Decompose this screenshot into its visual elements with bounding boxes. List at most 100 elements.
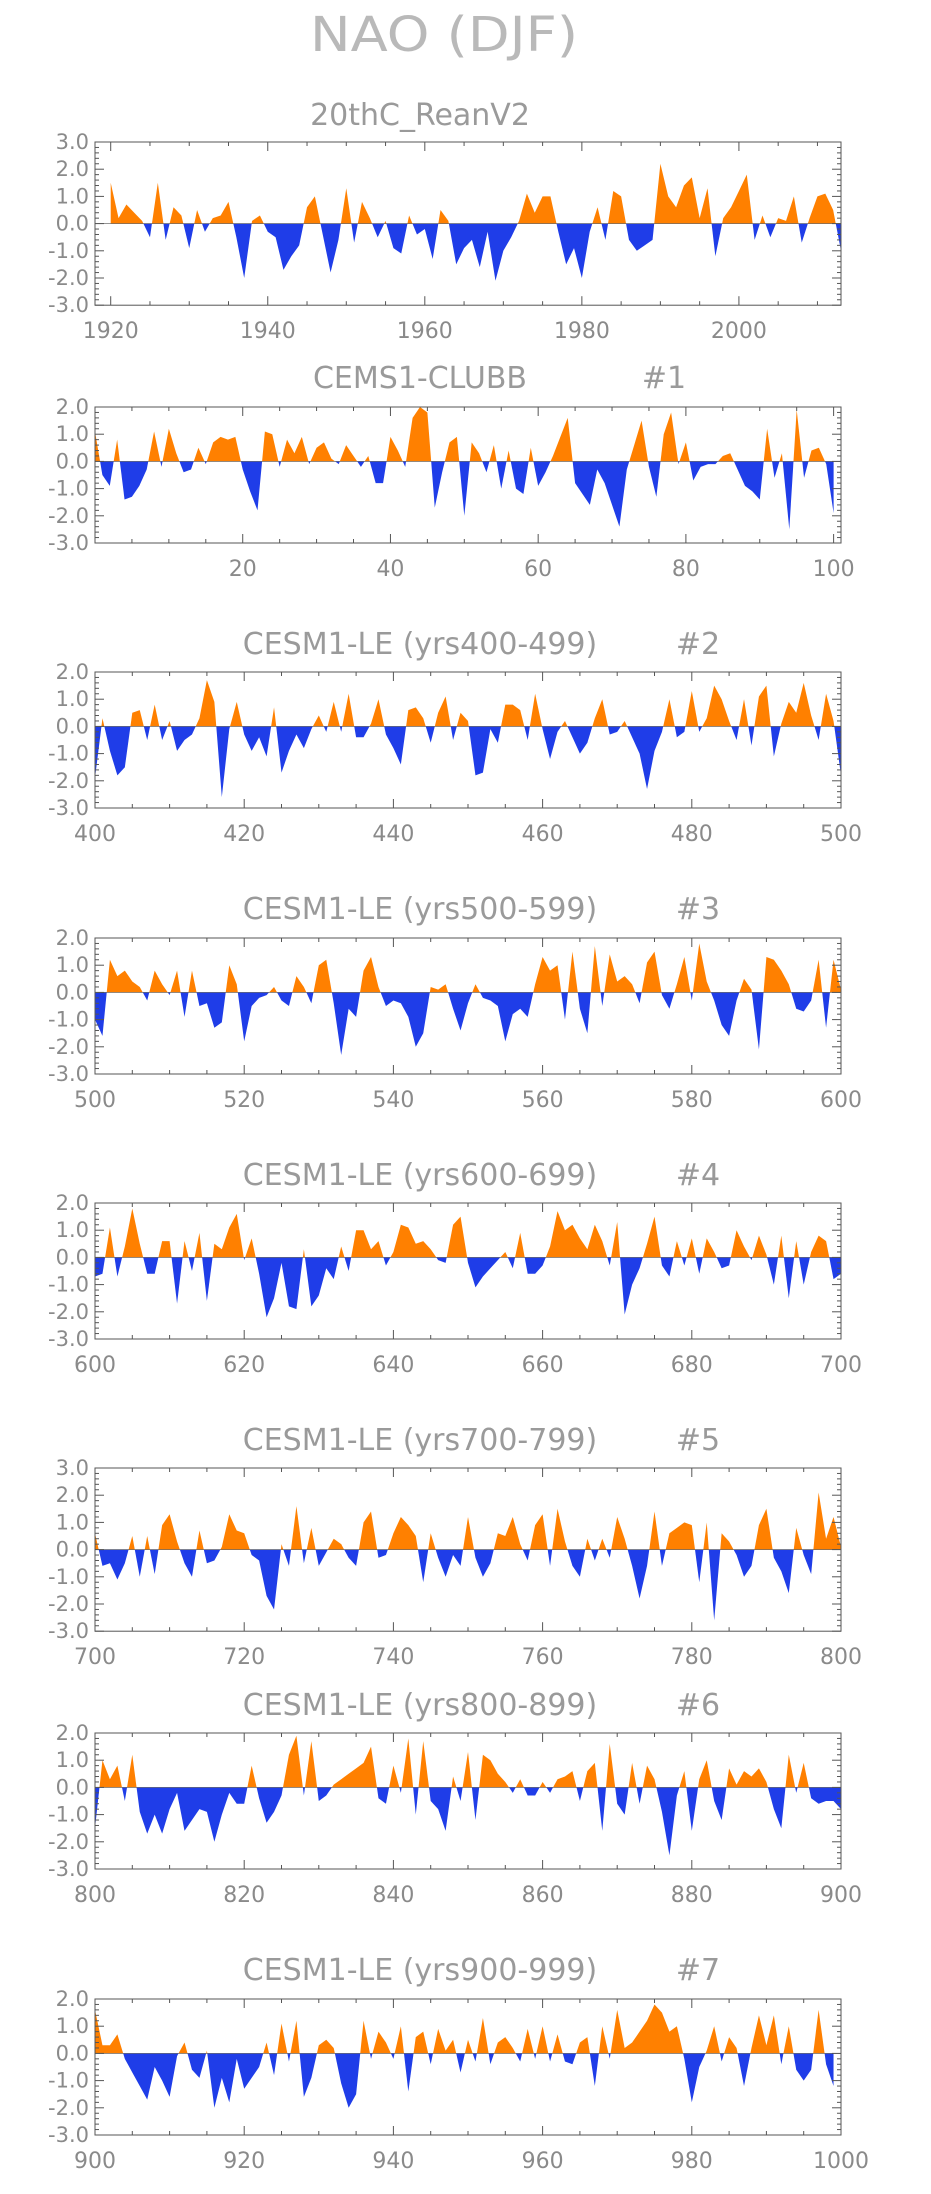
y-tick-label: 0.0 [56, 449, 89, 473]
x-tick-label: 600 [74, 1353, 116, 1378]
positive-area [369, 699, 385, 727]
negative-area [533, 2053, 537, 2059]
negative-area [795, 1787, 798, 1793]
negative-area [802, 461, 809, 478]
negative-area [180, 992, 189, 1017]
negative-area [412, 223, 439, 259]
x-tick-label: 100 [813, 557, 855, 582]
negative-area [608, 726, 621, 735]
negative-area [249, 1549, 281, 1610]
negative-area [256, 1787, 283, 1823]
positive-area [606, 1743, 616, 1788]
negative-area [143, 1257, 159, 1274]
negative-area [733, 461, 764, 500]
negative-area [413, 1787, 419, 1815]
negative-area [752, 223, 760, 240]
negative-area [425, 726, 435, 743]
negative-area [716, 1257, 731, 1269]
positive-area [752, 1235, 768, 1258]
positive-area [387, 1516, 418, 1550]
y-tick-label: -1.0 [48, 1803, 89, 1827]
y-tick-label: -1.0 [48, 477, 89, 501]
y-tick-label: 1.0 [56, 953, 89, 977]
positive-area [209, 201, 234, 224]
positive-area [149, 970, 168, 993]
negative-area [660, 1257, 674, 1277]
positive-area [785, 1754, 796, 1788]
positive-area [462, 1752, 472, 1788]
positive-area [277, 2023, 288, 2054]
negative-area [600, 992, 605, 1006]
ensemble-label: #1 [642, 361, 686, 396]
y-tick-label: 1.0 [56, 687, 89, 711]
negative-area [783, 1257, 795, 1299]
positive-area [106, 959, 143, 993]
negative-area [179, 1549, 197, 1577]
negative-area [572, 461, 630, 527]
positive-area [394, 2026, 404, 2054]
negative-area [698, 726, 703, 732]
series-fill [95, 1492, 841, 1621]
negative-area [263, 223, 304, 270]
negative-area [648, 461, 661, 497]
y-tick-label: 1.0 [56, 184, 89, 208]
negative-area [472, 2053, 477, 2062]
negative-area [808, 1787, 841, 1810]
x-tick-label: 40 [376, 557, 404, 582]
positive-area [506, 450, 511, 462]
negative-area [95, 1787, 100, 1829]
positive-area [282, 1735, 303, 1788]
negative-area [384, 726, 407, 765]
negative-area [315, 1549, 328, 1566]
negative-area [799, 1257, 810, 1285]
negative-area [143, 726, 151, 740]
x-tick-label: 420 [223, 822, 265, 847]
negative-area [467, 1257, 501, 1288]
positive-area [642, 1216, 661, 1258]
positive-area [206, 2050, 208, 2054]
negative-area [751, 992, 764, 1050]
y-tick-label: -3.0 [48, 1327, 89, 1351]
series-fill [95, 680, 841, 798]
x-tick-label: 820 [223, 1883, 265, 1908]
x-tick-label: 680 [671, 1353, 713, 1378]
positive-area [726, 1768, 768, 1788]
positive-area [178, 2042, 188, 2054]
positive-area [144, 1536, 150, 1550]
y-tick-label: -2.0 [48, 266, 89, 290]
positive-area [529, 693, 543, 727]
negative-area [591, 1549, 599, 1561]
positive-area [247, 1765, 257, 1788]
y-tick-label: -3.0 [48, 1062, 89, 1086]
negative-area [488, 2053, 495, 2065]
negative-area [196, 992, 226, 1028]
negative-area [119, 461, 149, 500]
positive-area [476, 2018, 489, 2054]
positive-area [169, 207, 184, 224]
positive-area [754, 1508, 773, 1550]
positive-area [418, 1741, 429, 1788]
positive-area [686, 1238, 696, 1258]
positive-area [428, 1533, 436, 1550]
negative-area [339, 726, 343, 732]
x-tick-label: 980 [671, 2149, 713, 2174]
negative-area [627, 726, 664, 789]
negative-area [201, 223, 210, 232]
positive-area [649, 1511, 660, 1550]
negative-area [216, 726, 231, 798]
series-fill [95, 2004, 834, 2108]
positive-area [739, 978, 752, 993]
positive-area [585, 1538, 592, 1550]
negative-area [323, 726, 328, 732]
series-fill [95, 407, 834, 530]
positive-area [303, 196, 321, 224]
positive-area [312, 715, 324, 727]
positive-area [629, 420, 649, 462]
positive-area [444, 436, 460, 462]
positive-area [779, 453, 783, 462]
y-tick-label: -1.0 [48, 2069, 89, 2093]
positive-area [464, 2039, 473, 2054]
positive-area [456, 712, 469, 727]
panel-title: CESM1-LE (yrs800-899) [243, 1688, 597, 1723]
positive-area [194, 1232, 203, 1258]
